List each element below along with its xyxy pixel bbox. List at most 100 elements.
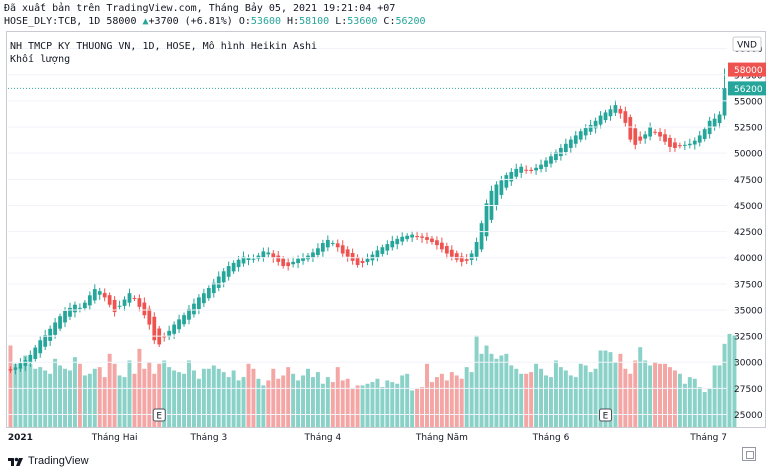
volume-legend: Khối lượng xyxy=(10,53,70,65)
candle-body xyxy=(544,160,548,167)
volume-bar xyxy=(509,365,514,427)
volume-bar xyxy=(112,363,117,427)
earnings-marker-label: E xyxy=(603,412,609,422)
volume-bar xyxy=(410,390,415,427)
volume-bar xyxy=(157,363,162,427)
candle-body xyxy=(380,247,385,254)
time-tick-label: Tháng 6 xyxy=(532,433,570,443)
candle-body xyxy=(459,256,464,262)
candle-body xyxy=(311,252,315,258)
candle-body xyxy=(43,335,48,347)
currency-badge[interactable] xyxy=(732,36,762,52)
volume-bar xyxy=(375,378,380,427)
candle-body xyxy=(251,258,256,260)
low-label: L: xyxy=(335,16,348,27)
last-price-tag xyxy=(728,62,766,77)
volume-bar xyxy=(494,358,499,427)
volume-bar xyxy=(117,375,122,427)
price-axis[interactable]: 25000 27500 30000 32500 35000 37500 40000 42500… xyxy=(8,45,766,421)
candle-body xyxy=(712,118,717,128)
volume-bar xyxy=(514,368,519,427)
volume-bar xyxy=(211,365,216,427)
price-tick-label: 30000 xyxy=(734,359,763,369)
tradingview-brand[interactable]: TradingView xyxy=(8,455,89,467)
candle-body xyxy=(395,238,400,245)
candle-body xyxy=(583,128,588,136)
volume-bar xyxy=(633,360,638,427)
candle-body xyxy=(142,302,147,316)
time-axis[interactable]: 2021 Tháng Hai Tháng 3 Tháng 4 Tháng Năm Thán… xyxy=(8,433,727,443)
volume-bar xyxy=(152,373,157,427)
volume-bar xyxy=(707,388,712,427)
volume-bar xyxy=(241,377,246,427)
price-tick-label: 45000 xyxy=(734,202,763,212)
candle-body xyxy=(425,237,429,240)
candle-body xyxy=(137,298,142,307)
volume-bar xyxy=(583,365,588,427)
volume-bar xyxy=(231,370,236,427)
volume-bar xyxy=(643,360,648,427)
volume-bar xyxy=(658,363,663,427)
candle-body xyxy=(231,262,236,272)
price-tick-label: 42500 xyxy=(734,228,763,238)
volume-bar xyxy=(454,375,459,427)
volume-bar xyxy=(717,365,722,427)
price-tick-label: 52500 xyxy=(734,124,763,134)
volume-bar xyxy=(568,375,573,427)
candle-body xyxy=(405,235,410,240)
volume-bar xyxy=(544,375,548,427)
candle-body xyxy=(563,143,568,153)
volume-bar xyxy=(53,358,58,427)
volume-bar xyxy=(558,367,563,427)
volume-bar xyxy=(380,387,385,427)
open-value: 53600 xyxy=(250,16,282,27)
candle-body xyxy=(167,330,172,337)
candle-body xyxy=(648,127,653,137)
volume-bar xyxy=(613,362,618,427)
candle-body xyxy=(216,276,221,288)
volume-bar xyxy=(395,383,400,427)
candle-body xyxy=(73,304,77,313)
candle-body xyxy=(68,307,72,317)
candle-body xyxy=(439,242,444,250)
volume-bar xyxy=(330,382,335,427)
volume-bar xyxy=(712,365,717,427)
candle-body xyxy=(415,236,419,238)
candle-body xyxy=(682,144,687,146)
candle-body xyxy=(276,255,281,262)
volume-bar xyxy=(162,360,167,427)
volume-bar xyxy=(306,368,310,427)
candle-body xyxy=(603,112,608,121)
volume-bar xyxy=(390,382,395,427)
volume-bar xyxy=(87,373,92,427)
candle-body xyxy=(638,136,643,141)
candle-body xyxy=(117,305,122,307)
volume-bar xyxy=(667,367,672,427)
candle-body xyxy=(514,168,519,177)
candle-body xyxy=(593,120,598,129)
price-tick-label: 47500 xyxy=(734,176,763,186)
fullscreen-icon[interactable] xyxy=(742,447,756,461)
volume-bar xyxy=(340,380,345,427)
time-tick-label: 2021 xyxy=(8,433,33,443)
high-label: H: xyxy=(287,16,300,27)
candle-body xyxy=(33,347,38,359)
candle-body xyxy=(722,88,727,116)
volume-bar xyxy=(266,380,271,427)
time-tick-label: Tháng 4 xyxy=(304,433,342,443)
candle-body xyxy=(618,108,623,114)
earnings-marker xyxy=(152,408,166,422)
candle-body xyxy=(588,124,593,132)
volume-bar xyxy=(325,377,330,427)
volume-bar xyxy=(132,373,137,427)
candle-body xyxy=(320,243,325,252)
candle-body xyxy=(454,253,459,260)
candle-body xyxy=(345,249,350,257)
candle-body xyxy=(573,135,578,144)
currency-label: VND xyxy=(737,41,757,51)
candle-body xyxy=(147,308,152,325)
price-tick-label: 40000 xyxy=(734,254,763,264)
candle-body xyxy=(702,129,707,139)
volume-bar xyxy=(296,380,301,427)
